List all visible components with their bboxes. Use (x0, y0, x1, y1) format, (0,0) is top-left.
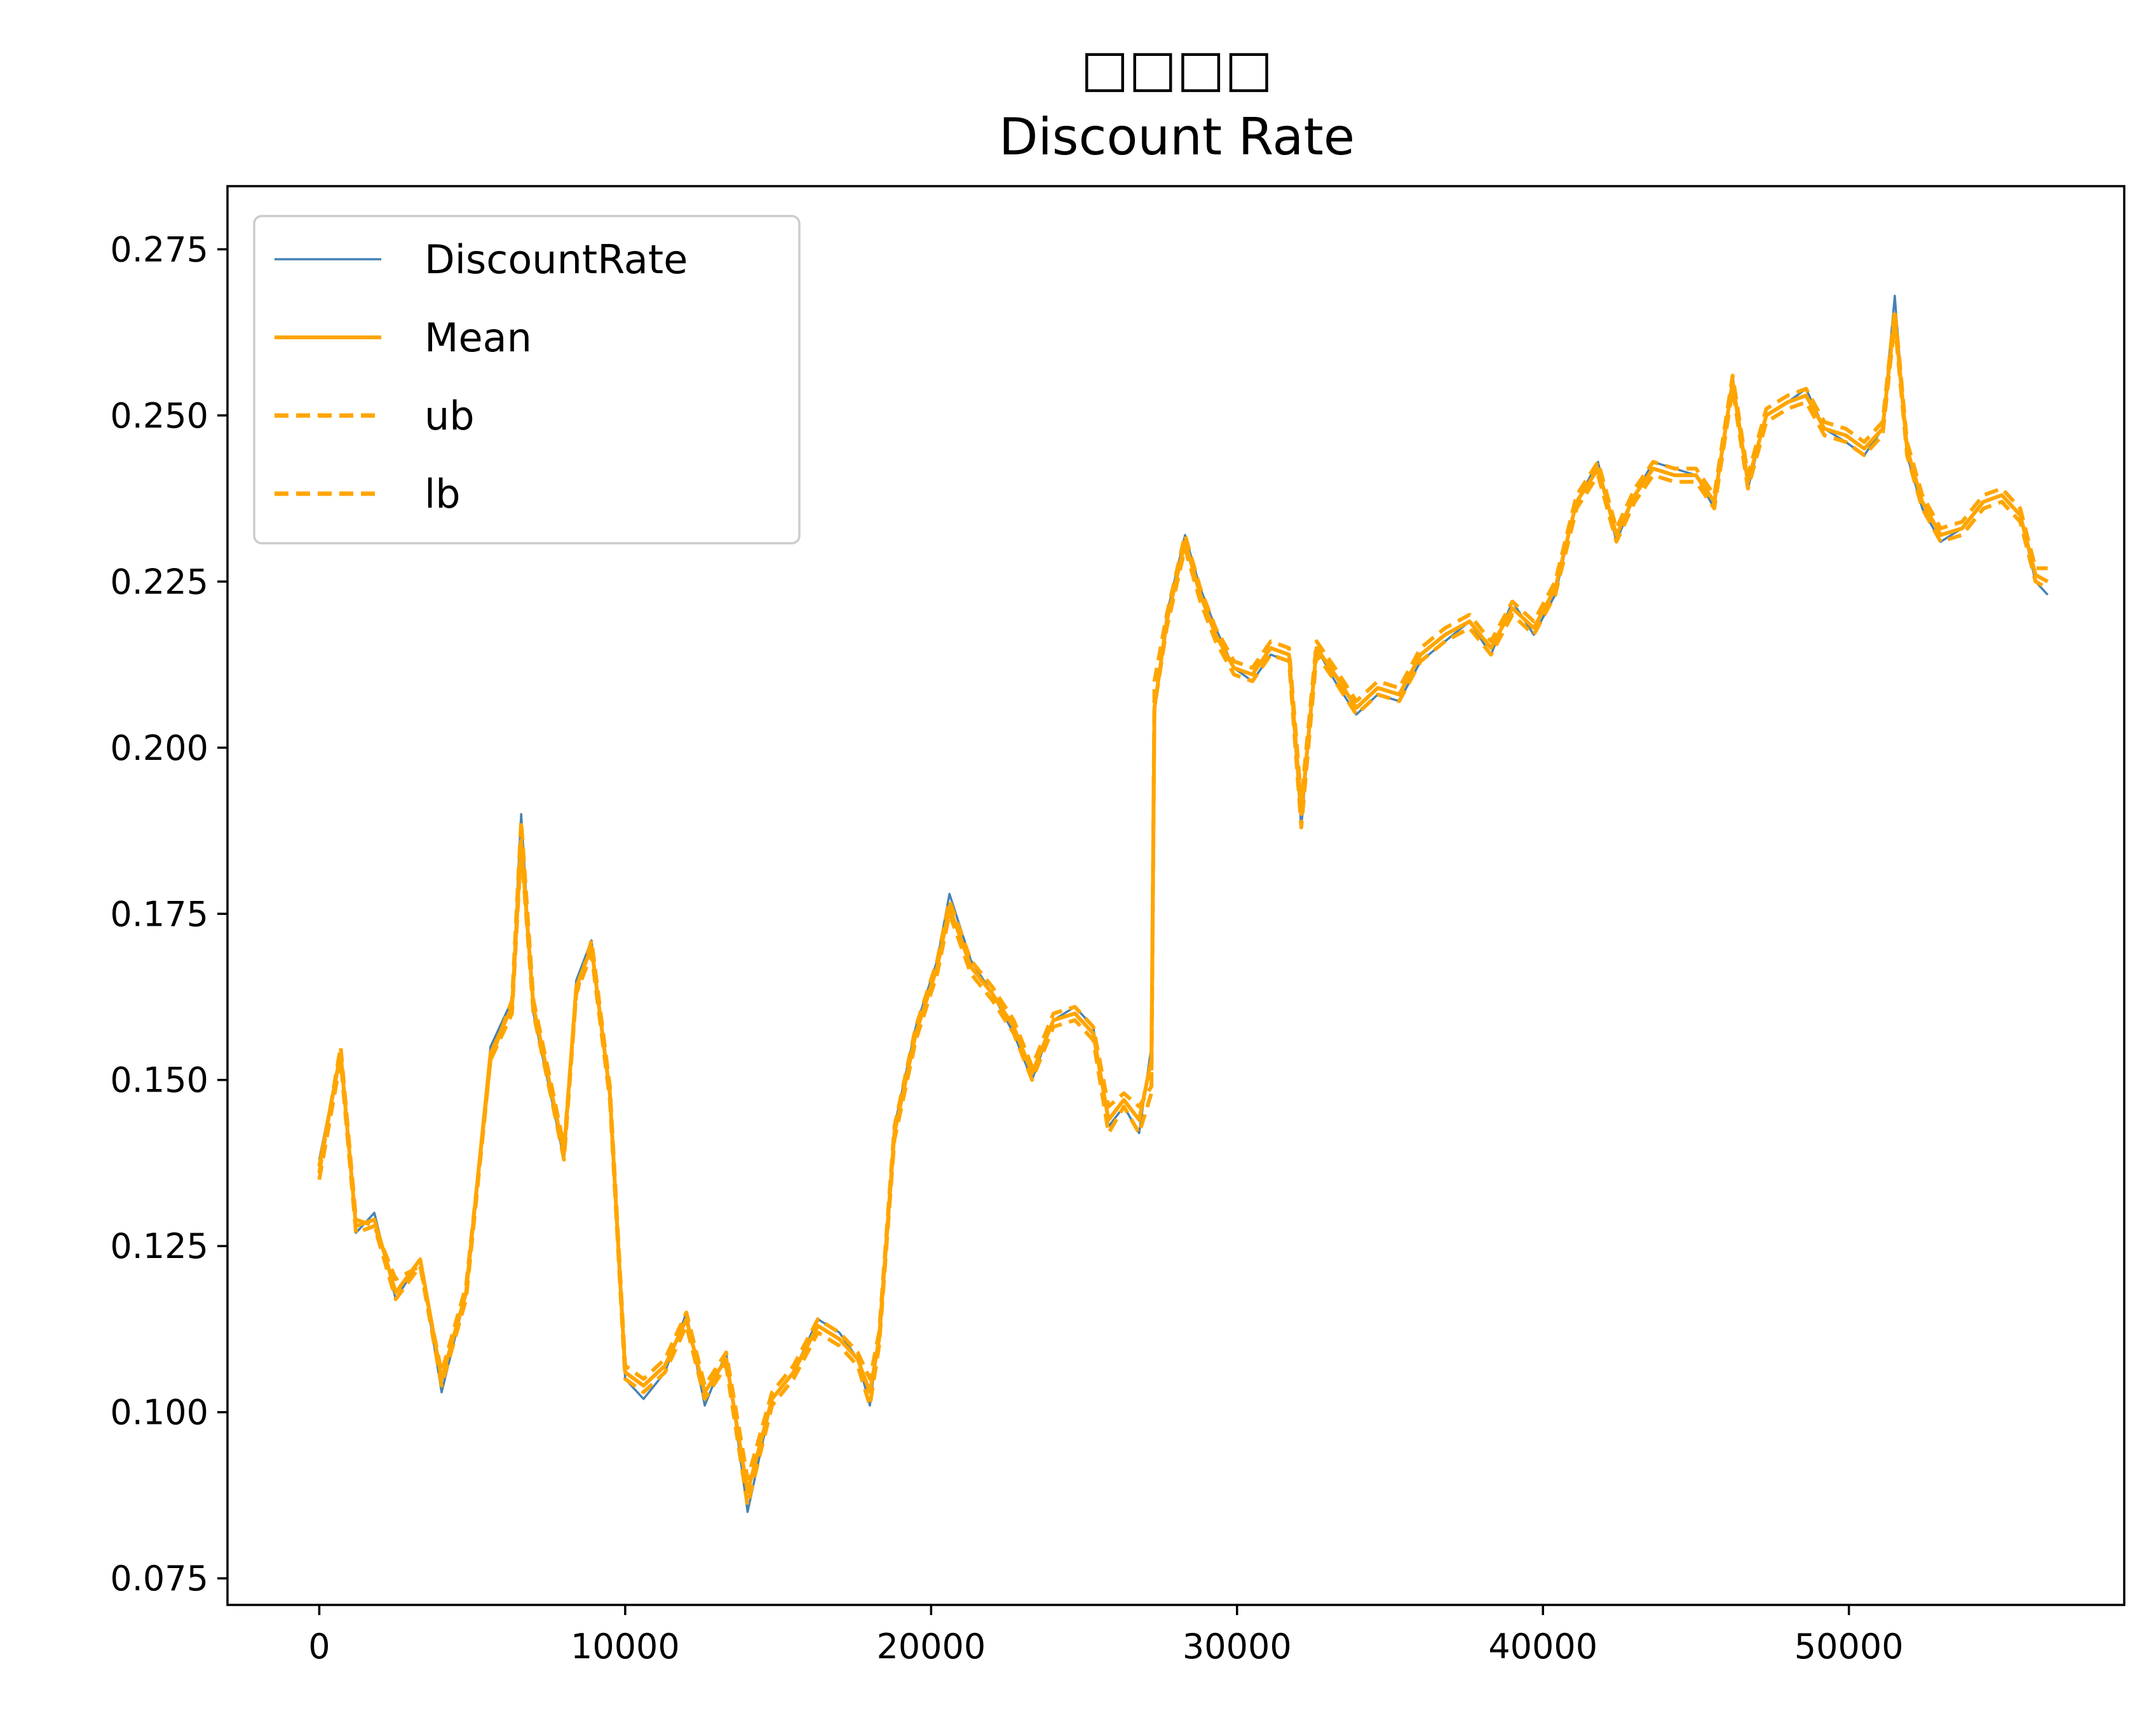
y-tick-label: 0.225 (110, 562, 208, 602)
series-line-lb (317, 320, 2049, 1508)
x-tick-label: 10000 (571, 1627, 680, 1667)
x-tick-label: 50000 (1794, 1627, 1904, 1667)
y-tick-label: 0.175 (110, 894, 208, 934)
x-tick-label: 0 (308, 1627, 330, 1667)
chart-subtitle: Discount Rate (999, 107, 1355, 166)
chart-title: □□□□ (1081, 39, 1273, 98)
y-tick-label: 0.075 (110, 1559, 208, 1599)
x-axis-ticks: 0 10000 20000 30000 40000 50000 (308, 1605, 1904, 1667)
legend-label-discountrate: DiscountRate (424, 236, 688, 283)
x-tick-label: 20000 (876, 1627, 986, 1667)
legend-label-lb: lb (424, 471, 461, 517)
legend-label-mean: Mean (424, 315, 532, 361)
y-tick-label: 0.275 (110, 229, 208, 269)
series-layer (317, 294, 2049, 1513)
legend: DiscountRate Mean ub lb (253, 215, 801, 545)
y-tick-label: 0.125 (110, 1226, 208, 1266)
x-tick-label: 30000 (1183, 1627, 1292, 1667)
y-tick-label: 0.100 (110, 1393, 208, 1433)
x-tick-label: 40000 (1488, 1627, 1597, 1667)
y-tick-label: 0.250 (110, 396, 208, 436)
y-axis-ticks: 0.075 0.100 0.125 0.150 0.175 0.200 0.225 0.250… (110, 229, 227, 1599)
y-tick-label: 0.150 (110, 1060, 208, 1100)
plot-frame (226, 185, 2125, 1606)
y-tick-label: 0.200 (110, 728, 208, 768)
legend-label-ub: ub (424, 393, 475, 439)
legend-box (253, 215, 801, 545)
